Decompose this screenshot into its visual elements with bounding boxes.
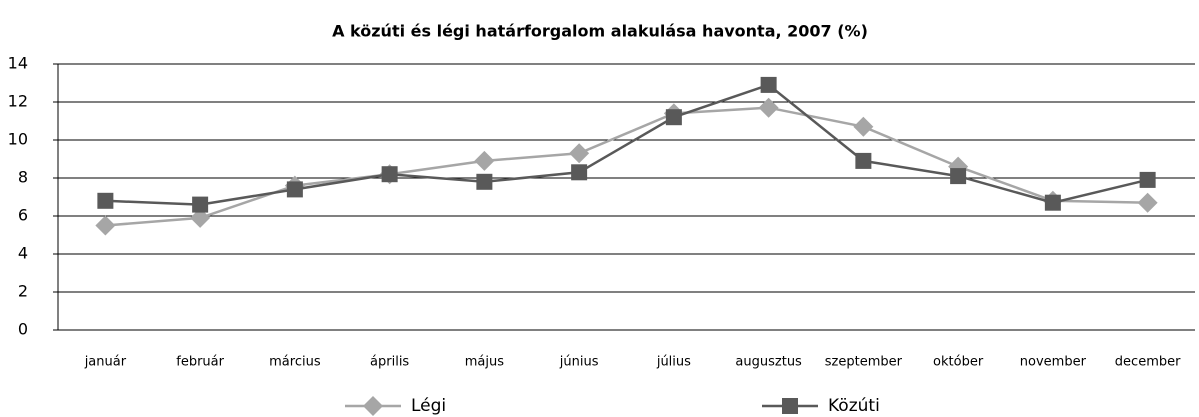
point xyxy=(476,173,493,190)
y-tick-label: 12 xyxy=(8,92,28,111)
chart-title: A közúti és légi határforgalom alakulása… xyxy=(332,22,868,41)
point xyxy=(192,196,209,213)
series-line xyxy=(105,83,1148,206)
point xyxy=(665,109,682,126)
point xyxy=(286,181,303,198)
legend-marker xyxy=(782,398,798,414)
point xyxy=(855,152,872,169)
point xyxy=(1137,192,1158,213)
x-tick-label: február xyxy=(176,355,224,370)
legend-label: Közúti xyxy=(828,396,880,416)
x-tick-label: április xyxy=(370,355,409,370)
y-tick-label: 0 xyxy=(18,320,28,339)
point xyxy=(190,207,211,228)
series-line xyxy=(105,106,1148,227)
x-tick-label: október xyxy=(933,355,984,370)
point xyxy=(381,166,398,183)
y-tick-label: 8 xyxy=(18,168,28,187)
y-tick-label: 6 xyxy=(18,206,28,225)
x-tick-label: május xyxy=(465,355,504,370)
x-tick-label: november xyxy=(1020,355,1087,370)
x-tick-label: szeptember xyxy=(825,355,903,370)
x-tick-label: december xyxy=(1115,355,1181,370)
y-tick-label: 4 xyxy=(18,244,28,263)
point xyxy=(97,192,114,209)
point xyxy=(474,150,495,171)
point xyxy=(569,143,590,164)
point xyxy=(571,164,588,181)
x-tick-label: augusztus xyxy=(735,355,802,370)
legend-marker xyxy=(363,396,383,416)
legend-label: Légi xyxy=(411,396,446,416)
point xyxy=(1139,171,1156,188)
x-tick-label: július xyxy=(656,355,691,370)
point xyxy=(853,116,874,137)
point xyxy=(758,97,779,118)
point xyxy=(95,215,116,236)
x-tick-label: március xyxy=(269,355,321,370)
y-tick-label: 2 xyxy=(18,282,28,301)
point xyxy=(950,168,967,185)
x-tick-label: június xyxy=(559,355,599,370)
x-tick-label: január xyxy=(84,355,127,370)
point xyxy=(760,76,777,93)
y-tick-label: 14 xyxy=(8,54,28,73)
y-tick-label: 10 xyxy=(8,130,28,149)
point xyxy=(1044,194,1061,211)
